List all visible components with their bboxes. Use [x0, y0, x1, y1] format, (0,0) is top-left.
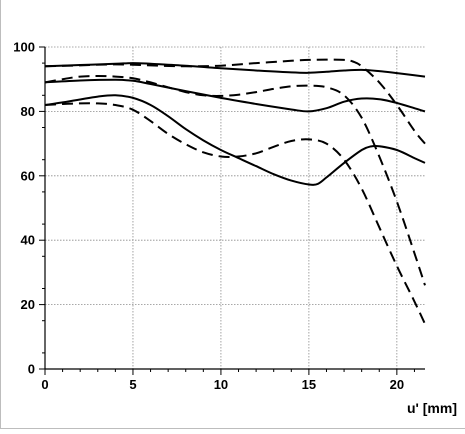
y-tick-label: 60 — [21, 168, 35, 183]
y-tick-label: 40 — [21, 233, 35, 248]
x-tick-label: 0 — [41, 377, 48, 392]
y-tick-label: 20 — [21, 297, 35, 312]
x-axis-label: u' [mm] — [407, 400, 457, 416]
axes: 0 5 10 15 20 0 20 40 60 80 100 — [13, 40, 425, 392]
dashed-series-line-5 — [44, 75, 426, 286]
x-tick-label: 5 — [129, 377, 136, 392]
y-tick-label: 100 — [13, 40, 35, 55]
x-tick-label: 20 — [390, 377, 404, 392]
dashed-series-line-4 — [44, 58, 426, 145]
dashed-series-line-6 — [44, 102, 426, 325]
y-tick-label: 80 — [21, 104, 35, 119]
solid-series-line-3 — [44, 94, 426, 186]
solid-series-line-2 — [44, 78, 426, 113]
x-tick-label: 15 — [302, 377, 316, 392]
series-group — [44, 58, 426, 325]
y-tick-label: 0 — [28, 362, 35, 377]
x-tick-label: 10 — [214, 377, 228, 392]
solid-series-line-1 — [44, 62, 426, 78]
grid — [45, 46, 425, 369]
